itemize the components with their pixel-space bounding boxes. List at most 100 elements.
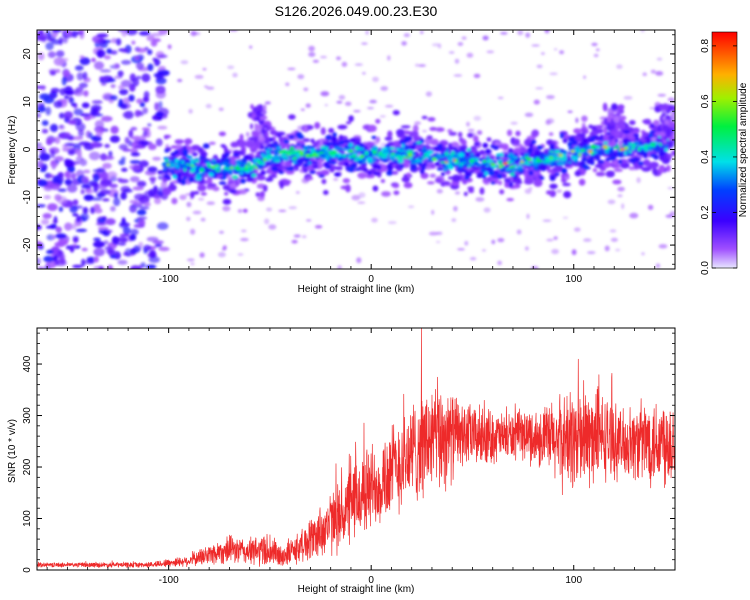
- spectrogram-signal-cell: [372, 145, 378, 151]
- spectrogram-signal-cell: [633, 162, 640, 169]
- spectrogram-noise-cell: [591, 42, 598, 47]
- spectrogram-noise-cell: [76, 215, 81, 223]
- spectrogram-signal-cell: [328, 141, 333, 146]
- spectrogram-noise-cell: [361, 42, 368, 45]
- spectrogram-noise-cell: [93, 241, 105, 248]
- spectrogram-signal-cell: [558, 153, 563, 157]
- spectrogram-signal-cell: [606, 114, 615, 118]
- spectrogram-signal-cell: [249, 165, 254, 169]
- spectrogram-signal-cell: [604, 121, 608, 125]
- spectrogram-signal-cell: [609, 130, 616, 135]
- spectrogram-signal-cell: [224, 151, 230, 158]
- spectrogram-signal-cell: [554, 157, 560, 161]
- spectrogram-signal-cell: [367, 170, 372, 176]
- spectrogram-noise-cell: [379, 115, 386, 118]
- spectrogram-signal-cell: [594, 164, 605, 169]
- spectrogram-noise-cell: [117, 259, 128, 265]
- spectrogram-signal-cell: [268, 174, 278, 179]
- spectrogram-signal-cell: [193, 191, 200, 195]
- spectrogram-signal-cell: [416, 166, 422, 171]
- spectrogram-noise-cell: [109, 135, 120, 143]
- spectrogram-signal-cell: [502, 143, 509, 151]
- spectrogram-noise-cell: [457, 42, 464, 46]
- spectrogram-noise-cell: [155, 111, 164, 118]
- spectrogram-noise-cell: [107, 264, 113, 269]
- spectrogram-noise-cell: [73, 90, 84, 97]
- spectrogram-noise-cell: [553, 236, 558, 240]
- spectrogram-noise-cell: [333, 178, 339, 181]
- spectrogram-noise-cell: [81, 175, 90, 184]
- spectrogram-noise-cell: [132, 249, 140, 254]
- spectrogram-noise-cell: [43, 255, 54, 263]
- spectrogram-signal-cell: [378, 152, 383, 156]
- spectrogram-noise-cell: [53, 57, 65, 66]
- spectrogram-signal-cell: [319, 138, 328, 142]
- spectrogram-noise-cell: [67, 119, 77, 125]
- spectrogram-noise-cell: [65, 30, 73, 36]
- spectrogram-signal-cell: [174, 139, 184, 145]
- spectrogram-signal-cell: [183, 168, 187, 172]
- spectrogram-noise-cell: [583, 75, 587, 79]
- spectrogram-signal-cell: [354, 168, 361, 171]
- spectrogram-noise-cell: [264, 218, 270, 225]
- spectrogram-signal-cell: [338, 156, 345, 161]
- spectrogram-noise-cell: [81, 258, 86, 267]
- spectrogram-noise-cell: [185, 193, 192, 196]
- spectrogram-noise-cell: [124, 136, 130, 144]
- spectrogram-noise-cell: [64, 171, 71, 178]
- spectrogram-signal-cell: [427, 117, 436, 122]
- spectrogram-signal-cell: [596, 128, 604, 134]
- spectrogram-noise-cell: [73, 108, 84, 116]
- spectrogram-noise-cell: [85, 189, 94, 194]
- spectrogram-signal-cell: [222, 175, 227, 180]
- snr-x-tick-label: -100: [159, 575, 179, 586]
- spectrogram-signal-cell: [181, 164, 188, 170]
- spectrogram-signal-cell: [426, 135, 433, 140]
- spectrogram-signal-cell: [573, 128, 582, 134]
- spectrogram-noise-cell: [640, 30, 645, 33]
- spectrogram-noise-cell: [308, 45, 315, 52]
- spectrogram-signal-cell: [303, 125, 308, 133]
- spectrogram-signal-cell: [226, 167, 230, 170]
- spectrogram-signal-cell: [348, 166, 355, 173]
- spectrogram-signal-cell: [441, 181, 451, 185]
- spectrogram-signal-cell: [358, 149, 365, 152]
- spectrogram-noise-cell: [157, 125, 168, 130]
- spectrogram-signal-cell: [578, 178, 586, 186]
- spectrogram-signal-cell: [366, 156, 373, 162]
- spectrogram-signal-cell: [468, 159, 475, 163]
- spectrogram-noise-cell: [617, 186, 625, 192]
- spectrogram-noise-cell: [54, 136, 61, 144]
- spectrogram-noise-cell: [129, 176, 140, 183]
- spectrogram-noise-cell: [115, 38, 122, 46]
- spectrogram-noise-cell: [152, 156, 162, 161]
- spectrogram-noise-cell: [99, 189, 111, 195]
- spectrogram-signal-cell: [544, 156, 551, 160]
- spectrogram-signal-cell: [232, 153, 240, 157]
- spectrogram-signal-cell: [631, 143, 636, 148]
- spectrogram-noise-cell: [120, 191, 127, 200]
- spectrogram-signal-cell: [595, 171, 606, 177]
- spectrogram-noise-cell: [219, 230, 224, 234]
- spectrogram-noise-cell: [121, 30, 128, 37]
- spectrogram-noise-cell: [91, 57, 96, 63]
- spectrogram-signal-cell: [305, 177, 314, 181]
- spectrogram-signal-cell: [531, 139, 537, 145]
- spectrogram-noise-cell: [217, 251, 226, 258]
- spectrogram-signal-cell: [348, 155, 352, 159]
- spectrogram-signal-cell: [447, 155, 452, 158]
- spectrogram-signal-cell: [662, 124, 669, 131]
- spectrogram-signal-cell: [195, 168, 199, 174]
- spectrogram-signal-cell: [396, 128, 405, 137]
- spectrogram-signal-cell: [165, 158, 169, 163]
- spectrogram-signal-cell: [477, 130, 483, 136]
- spectrogram-noise-cell: [155, 138, 163, 147]
- spectrogram-signal-cell: [170, 145, 178, 149]
- spectrogram-signal-cell: [572, 140, 578, 145]
- spectrogram-signal-cell: [616, 108, 625, 115]
- spectrogram-signal-cell: [325, 135, 332, 141]
- spectrogram-noise-cell: [358, 192, 366, 199]
- spectrogram-noise-cell: [55, 233, 67, 239]
- spectrogram-signal-cell: [614, 126, 619, 132]
- spectrogram-signal-cell: [619, 115, 623, 119]
